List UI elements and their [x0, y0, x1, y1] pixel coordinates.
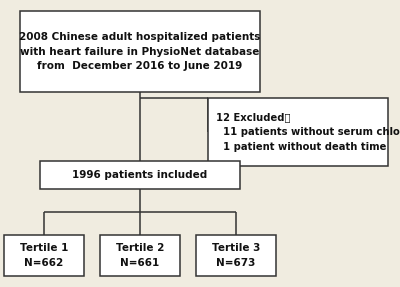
FancyBboxPatch shape: [40, 161, 240, 189]
Text: 1996 patients included: 1996 patients included: [72, 170, 208, 180]
FancyBboxPatch shape: [196, 235, 276, 276]
Text: 12 Excluded：
  11 patients without serum chloride
  1 patient without death time: 12 Excluded： 11 patients without serum c…: [216, 112, 400, 152]
Text: 2008 Chinese adult hospitalized patients
with heart failure in PhysioNet databas: 2008 Chinese adult hospitalized patients…: [19, 32, 261, 71]
FancyBboxPatch shape: [208, 98, 388, 166]
Text: Tertile 1
N=662: Tertile 1 N=662: [20, 243, 68, 268]
FancyBboxPatch shape: [100, 235, 180, 276]
FancyBboxPatch shape: [20, 11, 260, 92]
Text: Tertile 3
N=673: Tertile 3 N=673: [212, 243, 260, 268]
Text: Tertile 2
N=661: Tertile 2 N=661: [116, 243, 164, 268]
FancyBboxPatch shape: [4, 235, 84, 276]
